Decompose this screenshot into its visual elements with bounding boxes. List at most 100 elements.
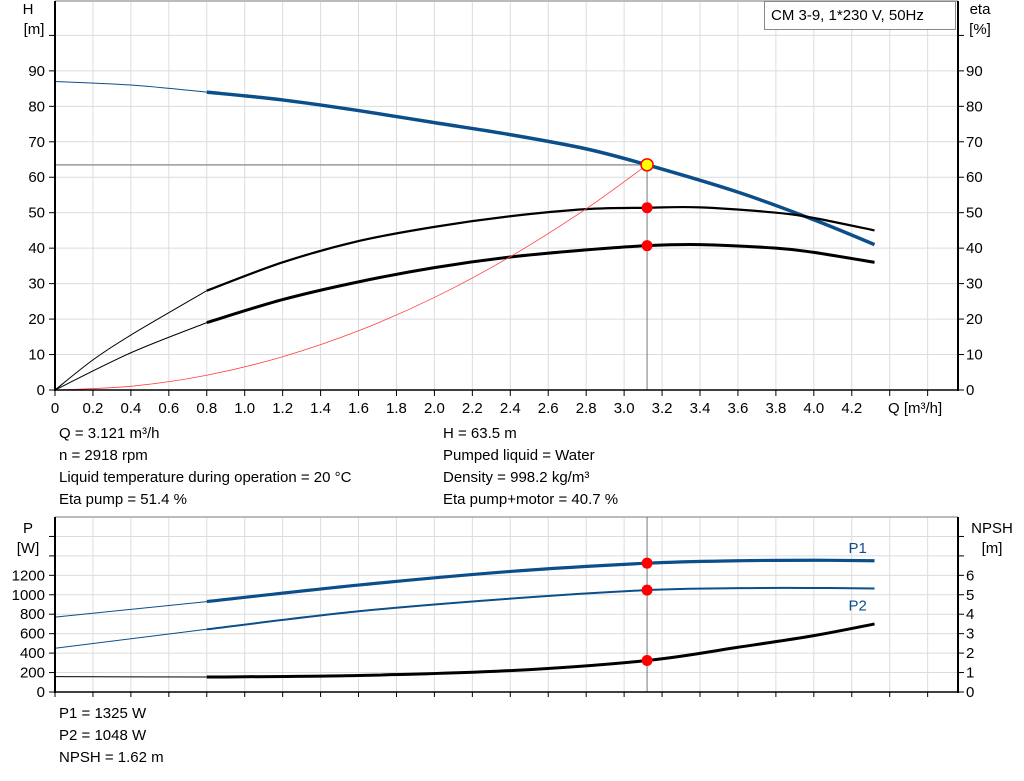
x-tick-label: 0.6 xyxy=(158,400,179,417)
curve-P2-extrapolated xyxy=(54,628,207,649)
info-bottom: P1 = 1325 W P2 = 1048 W NPSH = 1.62 m xyxy=(59,703,164,769)
y-tick-label-left: 10 xyxy=(28,347,45,364)
y-axis-left-unit: [m] xyxy=(24,21,45,38)
x-tick-label: 1.6 xyxy=(348,400,369,417)
duty-point-p1 xyxy=(641,557,653,569)
y-tick-label-right: 90 xyxy=(966,63,983,80)
x-tick-label: 0.4 xyxy=(120,400,141,417)
x-tick-label: 2.6 xyxy=(538,400,559,417)
x-tick-label: 1.4 xyxy=(310,400,331,417)
y-axis-right-title: eta xyxy=(970,1,992,18)
npsh-tick-label: 2 xyxy=(966,645,974,662)
npsh-readout: NPSH = 1.62 m xyxy=(59,749,164,766)
eta-total-readout: Eta pump+motor = 40.7 % xyxy=(443,491,619,508)
y-tick-label-left: 20 xyxy=(28,311,45,328)
y-tick-label-right: 40 xyxy=(966,240,983,257)
series-label-P2: P2 xyxy=(849,597,867,614)
x-tick-label: 2.4 xyxy=(500,400,521,417)
p1-readout: P1 = 1325 W xyxy=(59,705,147,722)
speed-readout: n = 2918 rpm xyxy=(59,447,148,464)
head-readout: H = 63.5 m xyxy=(443,425,517,442)
y-tick-label-left: 90 xyxy=(28,63,45,80)
npsh-axis-title: NPSH xyxy=(971,520,1013,537)
npsh-tick-label: 4 xyxy=(966,606,974,623)
duty-point-eta-total xyxy=(641,240,653,252)
x-tick-label: 0.2 xyxy=(83,400,104,417)
p-tick-label: 0 xyxy=(37,684,45,701)
y-tick-label-left: 60 xyxy=(28,169,45,186)
series-label-P1: P1 xyxy=(849,540,867,557)
duty-point-eta-pump xyxy=(641,202,653,214)
p2-readout: P2 = 1048 W xyxy=(59,727,147,744)
duty-point-head xyxy=(640,158,654,172)
x-tick-label: 0.8 xyxy=(196,400,217,417)
y-tick-label-right: 70 xyxy=(966,134,983,151)
y-tick-label-right: 80 xyxy=(966,98,983,115)
y-tick-label-right: 10 xyxy=(966,347,983,364)
y-axis-right-unit: [%] xyxy=(969,21,991,38)
density-readout: Density = 998.2 kg/m³ xyxy=(443,469,590,486)
curve-P1 xyxy=(206,558,875,604)
x-tick-label: 1.2 xyxy=(272,400,293,417)
y-tick-label-left: 80 xyxy=(28,98,45,115)
y-tick-label-left: 30 xyxy=(28,276,45,293)
p-axis-unit: [W] xyxy=(17,540,40,557)
x-tick-label: 4.0 xyxy=(803,400,824,417)
curve-eta_total-extrapolated xyxy=(54,322,207,391)
npsh-tick-label: 0 xyxy=(966,684,974,701)
y-tick-label-left: 70 xyxy=(28,134,45,151)
x-tick-label: 1.0 xyxy=(234,400,255,417)
curve-P2 xyxy=(206,586,875,631)
x-tick-label: 1.8 xyxy=(386,400,407,417)
duty-point-npsh xyxy=(641,655,653,666)
curve-H xyxy=(206,90,876,247)
curve-eta_total xyxy=(206,242,875,325)
npsh-tick-label: 1 xyxy=(966,665,974,682)
x-tick-label: 3.4 xyxy=(690,400,711,417)
curve-NPSH xyxy=(206,622,875,679)
y-tick-label-right: 50 xyxy=(966,205,983,222)
y-tick-label-right: 20 xyxy=(966,311,983,328)
liquid-readout: Pumped liquid = Water xyxy=(443,447,595,464)
y-tick-label-left: 40 xyxy=(28,240,45,257)
curve-H-extrapolated xyxy=(54,80,207,93)
y-tick-label-right: 60 xyxy=(966,169,983,186)
p-tick-label: 600 xyxy=(20,626,45,643)
x-axis-title: Q [m³/h] xyxy=(888,400,942,417)
p-tick-label: 400 xyxy=(20,645,45,662)
x-tick-label: 4.2 xyxy=(841,400,862,417)
y-tick-label-right: 0 xyxy=(966,382,974,399)
x-tick-label: 3.6 xyxy=(728,400,749,417)
p-tick-label: 1000 xyxy=(12,587,45,604)
pump-model-label: CM 3-9, 1*230 V, 50Hz xyxy=(764,1,956,30)
info-left: Q = 3.121 m³/h n = 2918 rpm Liquid tempe… xyxy=(59,423,351,511)
curve-eta_pump xyxy=(206,205,875,292)
y-tick-label-left: 50 xyxy=(28,205,45,222)
x-tick-label: 0 xyxy=(51,400,59,417)
curve-P1-extrapolated xyxy=(54,601,207,618)
duty-point-p2 xyxy=(641,584,653,596)
y-tick-label-right: 30 xyxy=(966,276,983,293)
p-tick-label: 200 xyxy=(20,665,45,682)
temperature-readout: Liquid temperature during operation = 20… xyxy=(59,469,352,486)
flow-readout: Q = 3.121 m³/h xyxy=(59,425,160,442)
y-axis-left-title: H xyxy=(23,1,34,18)
y-tick-label-left: 0 xyxy=(37,382,45,399)
curve-eta_pump-extrapolated xyxy=(54,290,208,391)
x-tick-label: 2.0 xyxy=(424,400,445,417)
npsh-tick-label: 5 xyxy=(966,587,974,604)
npsh-axis-unit: [m] xyxy=(982,540,1003,557)
x-tick-label: 2.8 xyxy=(576,400,597,417)
x-tick-label: 3.0 xyxy=(614,400,635,417)
p-tick-label: 800 xyxy=(20,606,45,623)
p-tick-label: 1200 xyxy=(12,567,45,584)
x-tick-label: 2.2 xyxy=(462,400,483,417)
x-tick-label: 3.8 xyxy=(765,400,786,417)
npsh-tick-label: 3 xyxy=(966,626,974,643)
npsh-tick-label: 6 xyxy=(966,567,974,584)
curve-system_curve xyxy=(54,164,648,391)
eta-pump-readout: Eta pump = 51.4 % xyxy=(59,491,187,508)
x-tick-label: 3.2 xyxy=(652,400,673,417)
p-axis-title: P xyxy=(23,520,33,537)
